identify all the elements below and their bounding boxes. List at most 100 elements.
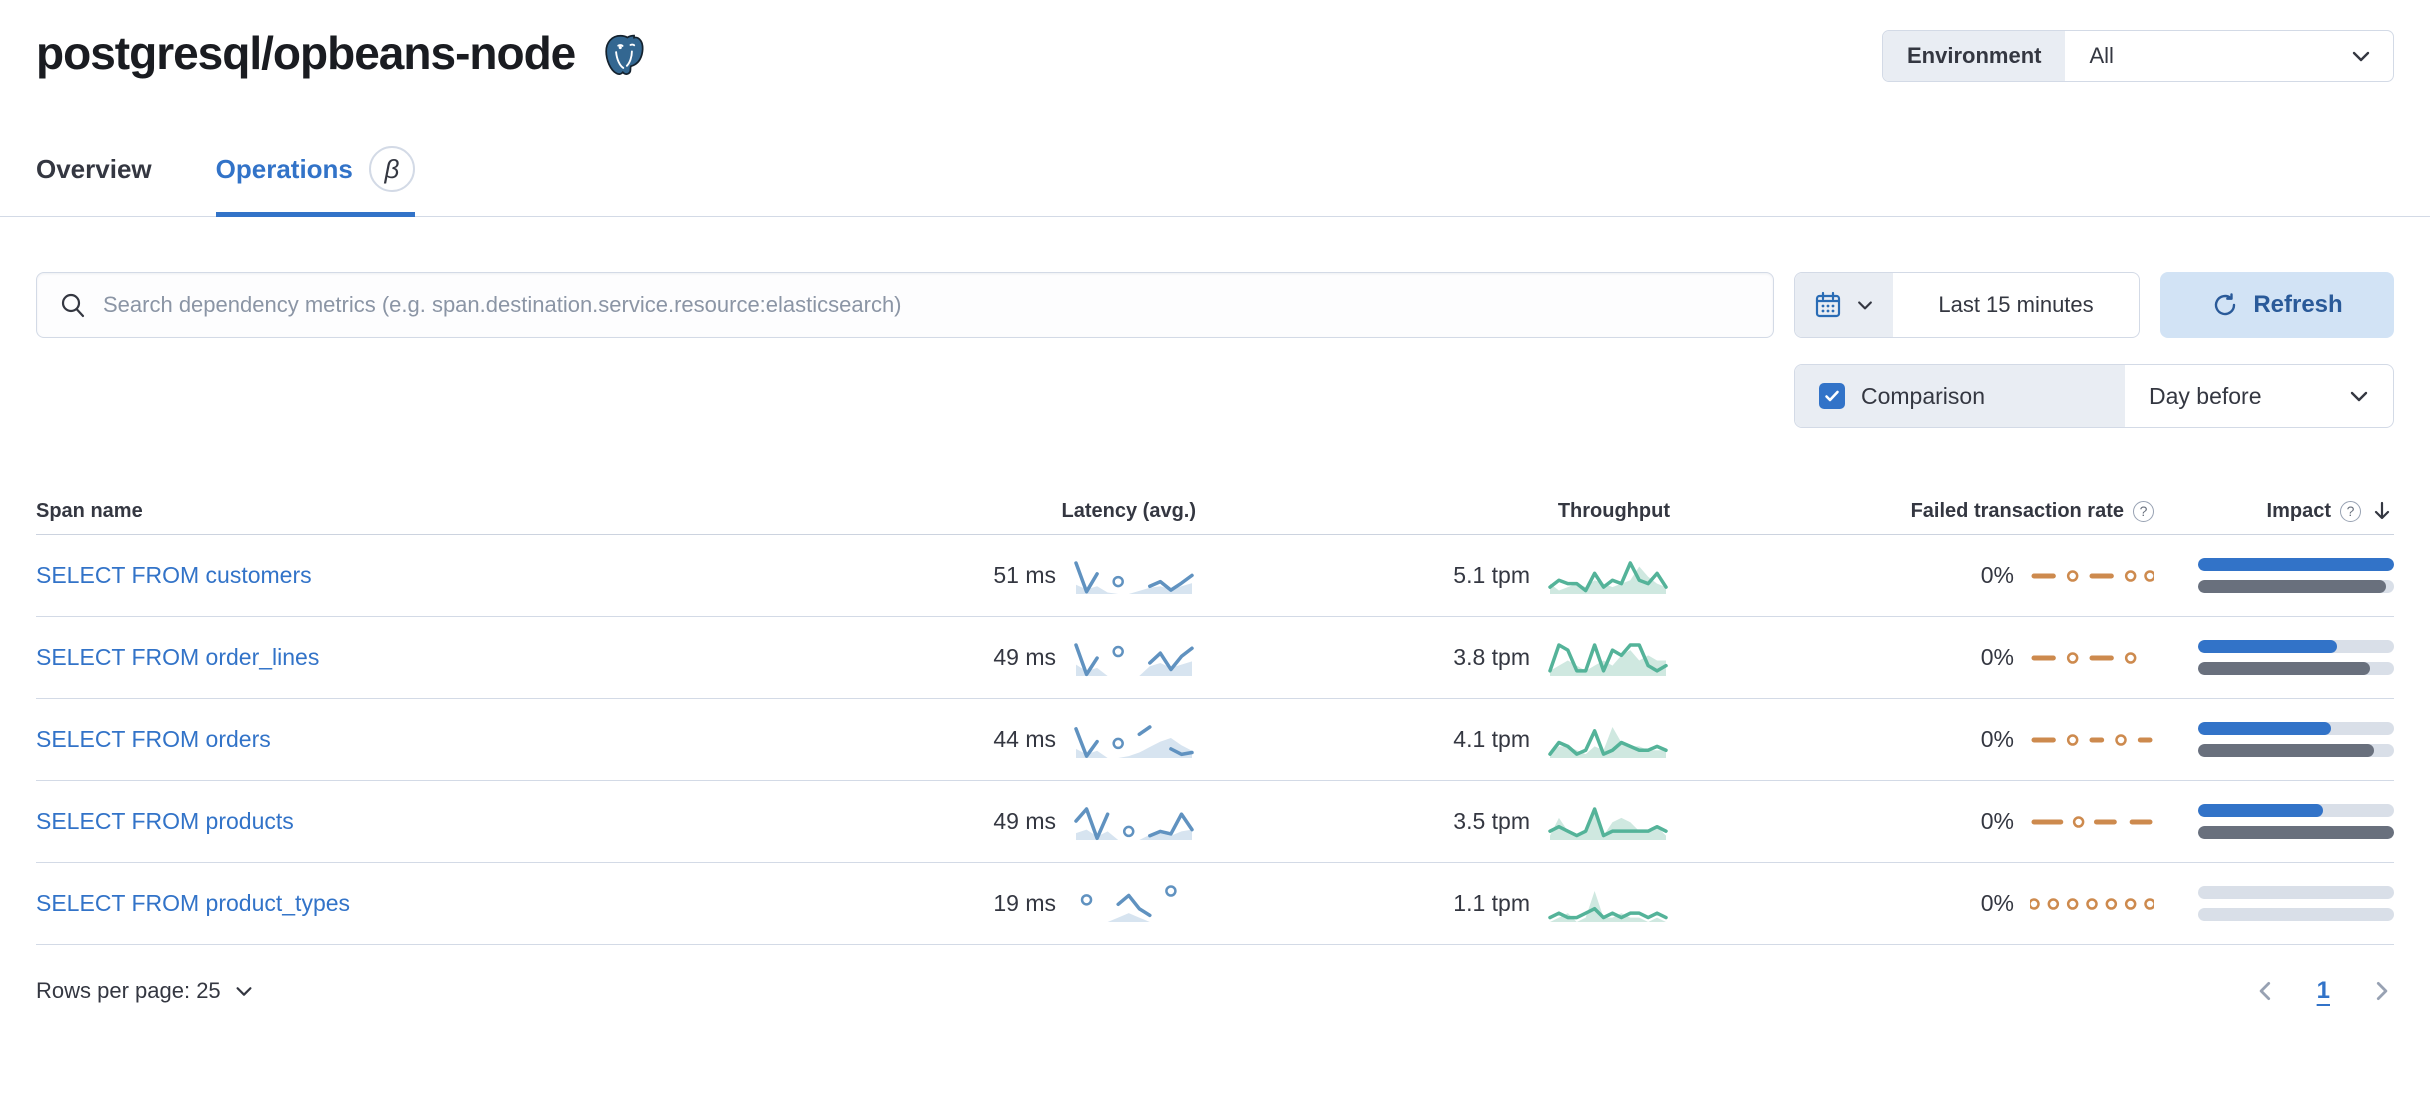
latency-value: 49 ms	[993, 808, 1056, 834]
search-input[interactable]	[103, 292, 1751, 318]
search-toolbar: Last 15 minutes Refresh	[0, 272, 2430, 338]
time-range-button[interactable]: Last 15 minutes	[1893, 273, 2139, 337]
impact-bar-current	[2198, 722, 2332, 735]
failed-rate-sparkline	[2031, 569, 2154, 582]
throughput-value: 3.5 tpm	[1453, 808, 1530, 834]
chevron-left-icon	[2259, 982, 2270, 1000]
span-name-link[interactable]: SELECT FROM orders	[36, 726, 271, 752]
tab-operations-label: Operations	[215, 153, 353, 184]
column-header-throughput[interactable]: Throughput	[1557, 499, 1670, 522]
rows-per-page-label: Rows per page: 25	[36, 978, 221, 1003]
failed-rate-cell: 0%	[1670, 800, 2154, 844]
failed-rate-value: 0%	[1980, 644, 2014, 670]
throughput-value: 3.8 tpm	[1453, 644, 1530, 670]
failed-rate-sparkline	[2031, 815, 2153, 828]
failed-rate-sparkline	[2031, 651, 2137, 664]
tab-overview-label: Overview	[36, 153, 152, 184]
comparison-label: Comparison	[1861, 382, 1985, 409]
environment-value: All	[2089, 43, 2114, 68]
comparison-value-select[interactable]: Day before	[2125, 365, 2393, 427]
latency-value: 49 ms	[993, 644, 1056, 670]
throughput-cell: 4.1 tpm	[1196, 718, 1670, 762]
previous-page-button[interactable]	[2253, 978, 2279, 1004]
failed-rate-cell: 0%	[1670, 718, 2154, 762]
impact-bar-previous	[2198, 580, 2387, 593]
failed-rate-sparkline	[2031, 733, 2153, 746]
refresh-button[interactable]: Refresh	[2160, 272, 2394, 338]
table-row: SELECT FROM products 49 ms 3.5 tpm 0%	[36, 781, 2394, 863]
column-header-impact[interactable]: Impact ?	[2154, 499, 2394, 523]
page-number-1[interactable]: 1	[2316, 977, 2330, 1004]
span-name-link[interactable]: SELECT FROM product_types	[36, 890, 351, 916]
latency-value: 51 ms	[993, 562, 1056, 588]
table-row: SELECT FROM customers 51 ms 5.1 tpm 0%	[36, 535, 2394, 617]
impact-bar-current	[2198, 558, 2394, 571]
search-box	[36, 272, 1774, 338]
beta-badge: β	[368, 146, 415, 192]
latency-cell: 49 ms	[766, 800, 1196, 844]
table-footer: Rows per page: 25 1	[0, 977, 2430, 1005]
column-header-failed-rate[interactable]: Failed transaction rate ?	[1670, 500, 2154, 523]
environment-value-select[interactable]: All	[2065, 31, 2393, 81]
impact-bars	[2198, 804, 2394, 839]
impact-bars	[2198, 722, 2394, 757]
chevron-right-icon	[2376, 982, 2388, 1000]
check-icon	[1825, 390, 1839, 402]
help-icon[interactable]: ?	[2133, 500, 2154, 522]
postgresql-logo-icon	[605, 34, 644, 75]
page-header: postgresql/opbeans-node Environment All	[0, 0, 2430, 82]
comparison-control: Comparison Day before	[1794, 364, 2394, 428]
rows-per-page-button[interactable]: Rows per page: 25	[36, 978, 255, 1004]
table-row: SELECT FROM order_lines 49 ms 3.8 tpm 0%	[36, 617, 2394, 699]
table-row: SELECT FROM orders 44 ms 4.1 tpm 0%	[36, 699, 2394, 781]
environment-select: Environment All	[1882, 30, 2394, 82]
throughput-cell: 5.1 tpm	[1196, 554, 1670, 598]
next-page-button[interactable]	[2368, 978, 2394, 1004]
latency-sparkline	[1074, 724, 1194, 758]
comparison-checkbox[interactable]	[1819, 383, 1845, 409]
throughput-sparkline	[1548, 726, 1668, 758]
latency-cell: 51 ms	[766, 554, 1196, 598]
impact-bars	[2198, 558, 2394, 593]
throughput-value: 5.1 tpm	[1453, 562, 1530, 588]
latency-cell: 19 ms	[766, 882, 1196, 926]
span-name-link[interactable]: SELECT FROM order_lines	[36, 644, 320, 670]
span-name-link[interactable]: SELECT FROM products	[36, 808, 294, 834]
column-header-latency[interactable]: Latency (avg.)	[1061, 499, 1196, 522]
failed-rate-value: 0%	[1980, 562, 2014, 588]
search-icon	[61, 293, 85, 318]
throughput-value: 1.1 tpm	[1453, 890, 1530, 916]
latency-sparkline	[1074, 642, 1194, 676]
latency-cell: 49 ms	[766, 636, 1196, 680]
refresh-icon	[2215, 293, 2236, 316]
tab-overview[interactable]: Overview	[36, 146, 152, 216]
throughput-sparkline	[1548, 642, 1668, 676]
help-icon[interactable]: ?	[2340, 500, 2361, 522]
calendar-icon	[1815, 291, 1841, 318]
failed-rate-value: 0%	[1980, 808, 2014, 834]
failed-rate-cell: 0%	[1670, 882, 2154, 926]
span-name-cell: SELECT FROM product_types	[36, 890, 766, 917]
date-picker: Last 15 minutes	[1794, 272, 2140, 338]
latency-sparkline	[1074, 806, 1194, 840]
impact-bar-current	[2198, 804, 2324, 817]
refresh-label: Refresh	[2253, 291, 2343, 318]
time-range-label: Last 15 minutes	[1938, 292, 2094, 317]
comparison-row: Comparison Day before	[0, 364, 2430, 428]
throughput-cell: 3.5 tpm	[1196, 800, 1670, 844]
date-picker-calendar-button[interactable]	[1795, 273, 1893, 337]
impact-bar-previous	[2198, 744, 2375, 757]
span-name-link[interactable]: SELECT FROM customers	[36, 562, 312, 588]
impact-cell	[2154, 558, 2394, 593]
table-header-row: Span name Latency (avg.) Throughput Fail…	[36, 488, 2394, 535]
span-name-cell: SELECT FROM products	[36, 808, 766, 835]
environment-label: Environment	[1883, 31, 2066, 81]
impact-cell	[2154, 722, 2394, 757]
throughput-cell: 1.1 tpm	[1196, 882, 1670, 926]
table-row: SELECT FROM product_types 19 ms 1.1 tpm …	[36, 863, 2394, 945]
throughput-cell: 3.8 tpm	[1196, 636, 1670, 680]
chevron-down-icon	[1858, 301, 1872, 310]
tab-operations[interactable]: Operations β	[215, 146, 416, 217]
tab-bar: Overview Operations β	[0, 146, 2430, 217]
